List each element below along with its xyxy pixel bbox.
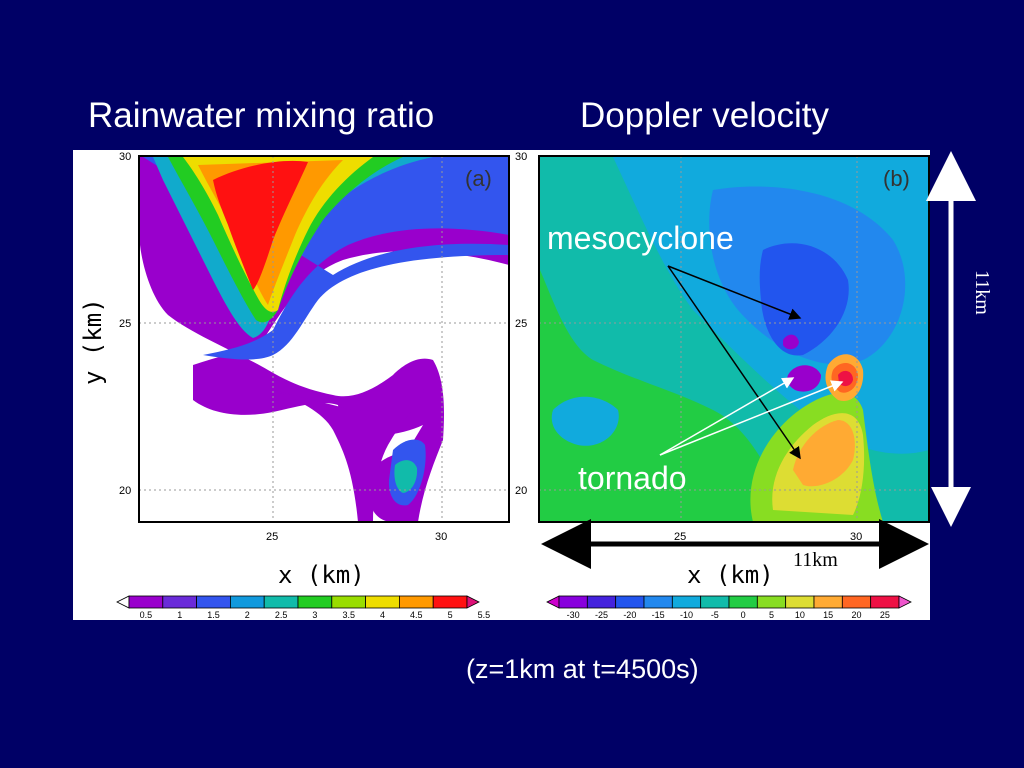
colorbar-a-label: 4.5 bbox=[410, 610, 423, 620]
tornado-label: tornado bbox=[578, 460, 687, 496]
colorbar-b: -30 -25 -20 -15 -10 -5 0 5 10 15 20 25 bbox=[546, 595, 912, 620]
scale-label-horizontal: 11km bbox=[793, 549, 838, 571]
colorbar-a-label: 0.5 bbox=[140, 610, 153, 620]
tick-label: 25 bbox=[119, 318, 131, 330]
tick-label: 30 bbox=[515, 151, 527, 163]
colorbar-b-label: 15 bbox=[823, 610, 833, 620]
colorbar-a-label: 2 bbox=[245, 610, 250, 620]
colorbar-b-label: 0 bbox=[741, 610, 746, 620]
colorbar-b-label: 25 bbox=[880, 610, 890, 620]
colorbar-a-label: 2.5 bbox=[275, 610, 288, 620]
colorbar-b-label: -10 bbox=[680, 610, 693, 620]
colorbar-a-label: 3.5 bbox=[342, 610, 355, 620]
mesocyclone-arrow bbox=[667, 265, 802, 460]
colorbar-a-label: 1 bbox=[177, 610, 182, 620]
panel-b-label: (b) bbox=[883, 166, 910, 191]
mesocyclone-label: mesocyclone bbox=[547, 220, 734, 256]
tick-label: 30 bbox=[435, 531, 447, 543]
colorbar-b-label: 10 bbox=[795, 610, 805, 620]
tick-label: 30 bbox=[119, 151, 131, 163]
colorbar-b-label: -30 bbox=[567, 610, 580, 620]
colorbar-b-label: -20 bbox=[623, 610, 636, 620]
colorbar-b-label: 20 bbox=[851, 610, 861, 620]
colorbar-b-label: -15 bbox=[652, 610, 665, 620]
ylabel-a: y (km) bbox=[79, 298, 107, 385]
tornado-arrow bbox=[659, 377, 844, 456]
colorbar-a-label: 5 bbox=[448, 610, 453, 620]
caption: (z=1km at t=4500s) bbox=[466, 654, 699, 684]
colorbar-a-label: 5.5 bbox=[478, 610, 491, 620]
title-doppler: Doppler velocity bbox=[580, 96, 829, 135]
colorbar-a-label: 1.5 bbox=[207, 610, 220, 620]
colorbar-a: 0.5 1 1.5 2 2.5 3 3.5 4 4.5 5 5.5 bbox=[116, 595, 491, 620]
tick-label: 20 bbox=[119, 485, 131, 497]
colorbar-segment bbox=[466, 595, 480, 609]
title-rainwater: Rainwater mixing ratio bbox=[88, 96, 435, 135]
colorbar-a-label: 4 bbox=[380, 610, 385, 620]
panel-b: (b) 30 25 20 25 30 x (km) -30 -25 -20 -15 -1… bbox=[515, 151, 930, 620]
colorbar-a-label: 3 bbox=[312, 610, 317, 620]
colorbar-b-label: -25 bbox=[595, 610, 608, 620]
panel-a-label: (a) bbox=[465, 166, 492, 191]
tick-label: 20 bbox=[515, 485, 527, 497]
rainwater-field bbox=[140, 157, 509, 522]
tick-label: 25 bbox=[266, 531, 278, 543]
tick-label: 25 bbox=[515, 318, 527, 330]
scale-label-vertical: 11km bbox=[971, 270, 993, 315]
colorbar-b-label: -5 bbox=[711, 610, 719, 620]
colorbar-b-label: 5 bbox=[769, 610, 774, 620]
doppler-field bbox=[540, 157, 929, 522]
panel-a: (a) 30 25 20 25 30 x (km) y (km) 0.5 1 1.5… bbox=[79, 151, 510, 620]
colorbar-segment bbox=[898, 595, 912, 609]
xlabel-a: x (km) bbox=[278, 561, 365, 589]
